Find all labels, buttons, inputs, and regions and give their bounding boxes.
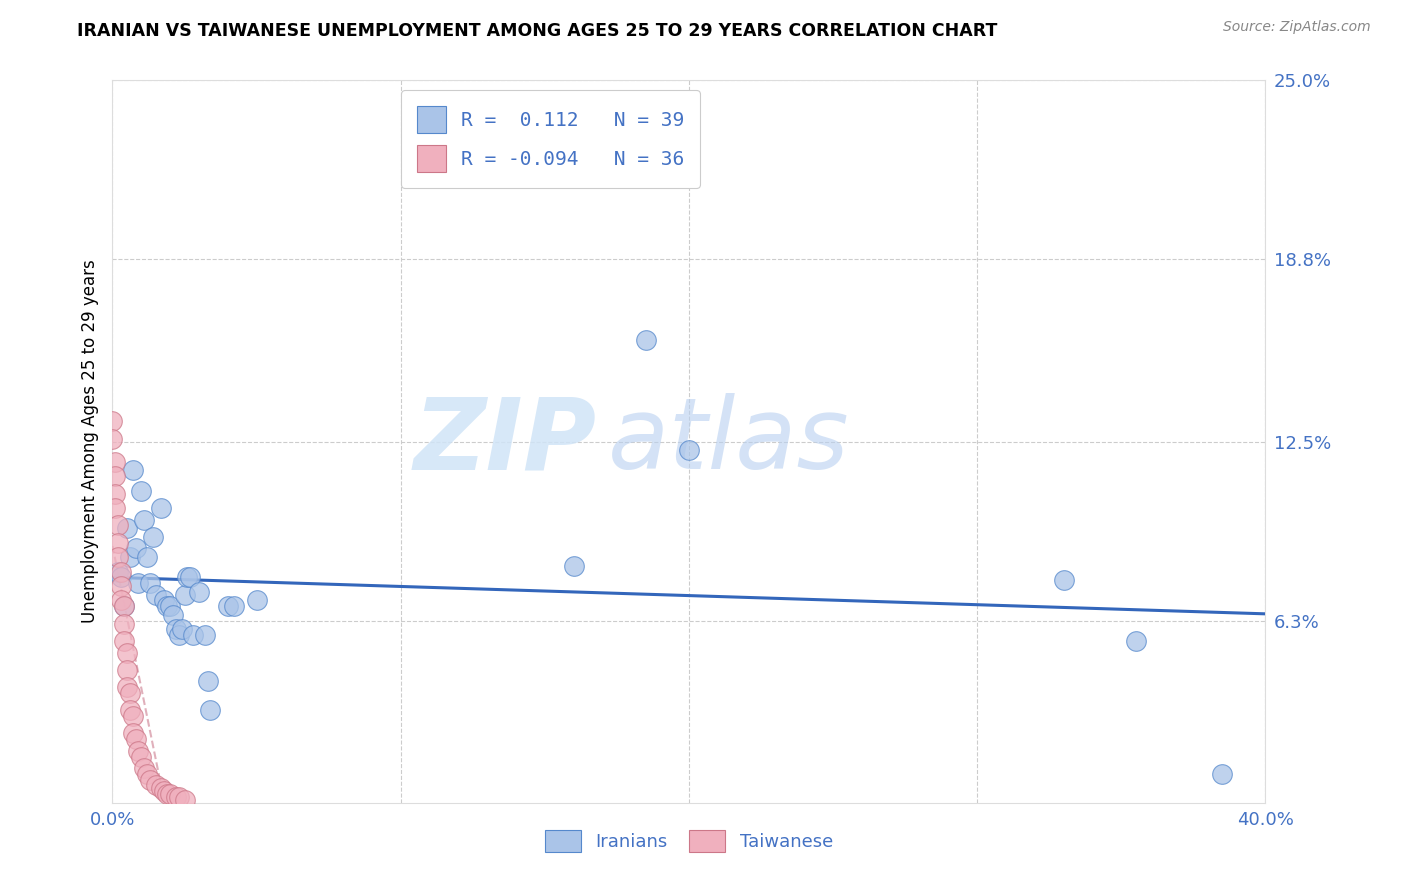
Point (101, 414, 124, 428)
Point (145, 588, 167, 602)
Point (678, 443, 700, 458)
Text: ZIP: ZIP (413, 393, 596, 490)
Point (136, 767, 159, 781)
Point (129, 483, 153, 498)
Point (162, 607, 184, 622)
Point (150, 501, 173, 516)
Point (121, 726, 143, 740)
Point (562, 558, 585, 573)
Point (217, 599, 239, 614)
Point (188, 584, 211, 599)
Point (179, 570, 201, 584)
Point (112, 634, 135, 648)
Point (145, 779, 167, 793)
Point (107, 550, 129, 565)
Point (1125, 634, 1147, 648)
Point (139, 576, 162, 591)
Point (142, 530, 165, 544)
Text: Source: ZipAtlas.com: Source: ZipAtlas.com (1223, 20, 1371, 34)
Point (181, 628, 204, 642)
Point (115, 521, 138, 535)
Point (104, 455, 127, 469)
Point (134, 512, 156, 526)
Point (115, 680, 138, 694)
Point (194, 628, 217, 642)
Point (118, 703, 141, 717)
Point (104, 469, 127, 483)
Point (112, 599, 135, 614)
Point (1211, 767, 1233, 781)
Point (124, 541, 146, 556)
Point (104, 486, 127, 500)
Point (153, 593, 176, 607)
Point (159, 787, 181, 801)
Text: IRANIAN VS TAIWANESE UNEMPLOYMENT AMONG AGES 25 TO 29 YEARS CORRELATION CHART: IRANIAN VS TAIWANESE UNEMPLOYMENT AMONG … (77, 22, 998, 40)
Point (139, 772, 162, 787)
Point (121, 463, 143, 477)
Point (159, 599, 181, 614)
Point (153, 784, 176, 798)
Point (121, 709, 143, 723)
Point (136, 550, 159, 565)
Point (101, 432, 124, 446)
Point (107, 565, 129, 579)
Point (156, 599, 179, 614)
Point (173, 793, 195, 807)
Point (110, 593, 132, 607)
Point (118, 686, 141, 700)
Point (107, 518, 129, 533)
Point (167, 790, 190, 805)
Point (176, 570, 198, 584)
Point (170, 623, 193, 637)
Point (165, 623, 187, 637)
Point (197, 674, 219, 689)
Point (118, 550, 141, 565)
Point (115, 663, 138, 677)
Point (200, 703, 222, 717)
Point (134, 761, 156, 775)
Point (112, 599, 135, 614)
Point (112, 616, 135, 631)
Point (110, 579, 132, 593)
Point (115, 646, 138, 660)
Point (167, 628, 190, 642)
Point (110, 570, 132, 584)
Point (222, 599, 245, 614)
Point (124, 732, 146, 747)
Legend: Iranians, Taiwanese: Iranians, Taiwanese (537, 822, 841, 859)
Point (104, 501, 127, 516)
Point (129, 749, 153, 764)
Point (246, 593, 269, 607)
Point (110, 565, 132, 579)
Point (634, 334, 657, 348)
Y-axis label: Unemployment Among Ages 25 to 29 years: Unemployment Among Ages 25 to 29 years (80, 260, 98, 624)
Point (165, 790, 187, 805)
Point (173, 588, 195, 602)
Point (156, 787, 179, 801)
Point (127, 744, 149, 758)
Point (150, 781, 173, 796)
Point (1053, 574, 1076, 588)
Text: atlas: atlas (609, 393, 849, 490)
Point (127, 576, 149, 591)
Point (107, 535, 129, 549)
